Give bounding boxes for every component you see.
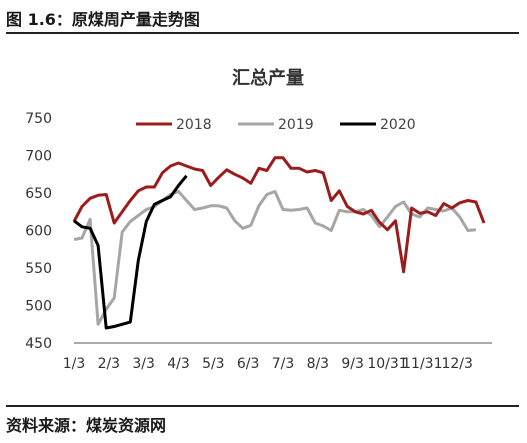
x-tick-label: 11/31 [402,356,442,372]
y-axis-tick-labels: 450 500 550 600 650 700 750 [25,111,52,352]
legend-label-2020: 2020 [380,117,416,133]
x-tick-label: 8/3 [307,356,330,372]
x-tick-label: 7/3 [272,356,295,372]
x-tick-label: 5/3 [202,356,225,372]
series-line-2018 [72,156,486,274]
legend: 2018 2019 2020 [136,117,416,133]
x-tick-label: 10/31 [367,356,407,372]
x-tick-label: 12/3 [441,356,472,372]
series-line-2020 [73,174,188,330]
legend-label-2018: 2018 [176,117,212,133]
chart-title: 汇总产量 [232,67,304,89]
y-tick-label: 700 [25,149,52,165]
x-tick-label: 9/3 [341,356,364,372]
series-line-2019 [73,190,477,326]
x-axis-tick-labels: 1/3 2/3 3/3 4/3 5/3 6/3 7/3 8/3 9/3 10/3111/3112/… [63,356,473,372]
x-tick-label: 2/3 [98,356,121,372]
figure-title: 图 1.6：原煤周产量走势图 [6,10,200,29]
y-tick-label: 500 [25,299,52,315]
legend-label-2019: 2019 [278,117,314,133]
y-tick-label: 750 [25,111,52,127]
source-note: 资料来源：煤炭资源网 [6,416,167,435]
x-tick-label: 1/3 [63,356,86,372]
y-tick-label: 600 [25,224,52,240]
x-tick-label: 6/3 [237,356,260,372]
bottom-rule [6,405,519,407]
y-tick-label: 650 [25,186,52,202]
y-tick-label: 450 [25,336,52,352]
x-tick-label: 4/3 [167,356,190,372]
x-tick-label: 3/3 [132,356,155,372]
top-rule [6,32,519,34]
y-tick-label: 550 [25,261,52,277]
series-lines [72,156,486,330]
